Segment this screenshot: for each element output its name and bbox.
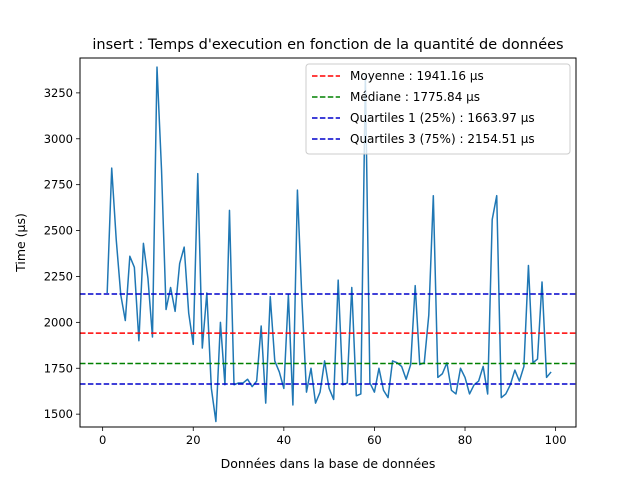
y-axis-label: Time (µs) — [13, 213, 28, 273]
x-axis-label: Données dans la base de données — [221, 456, 436, 471]
y-tick-label: 3250 — [44, 86, 73, 100]
x-tick-label: 20 — [186, 433, 201, 447]
y-tick-label: 3000 — [44, 132, 73, 146]
y-tick-label: 2500 — [44, 224, 73, 238]
y-tick-label: 2750 — [44, 178, 73, 192]
y-axis: 1500 1750 2000 2250 2500 2750 3000 3250 — [44, 86, 80, 421]
legend-box — [305, 63, 571, 155]
chart-title: insert : Temps d'execution en fonction d… — [92, 37, 563, 53]
x-tick-label: 80 — [458, 433, 473, 447]
axes-frame — [79, 57, 577, 428]
x-axis: 0 20 40 60 80 100 — [99, 427, 567, 447]
x-tick-label: 100 — [545, 433, 567, 447]
y-tick-label: 1750 — [44, 361, 73, 375]
y-tick-label: 1500 — [44, 407, 73, 421]
x-tick-label: 60 — [367, 433, 382, 447]
y-tick-label: 2250 — [44, 269, 73, 283]
legend-label-3: Quartiles 3 (75%) : 2154.51 µs — [350, 132, 535, 146]
legend-label-1: Médiane : 1775.84 µs — [350, 90, 480, 104]
x-tick-label: 0 — [99, 433, 106, 447]
y-tick-label: 2000 — [44, 315, 73, 329]
series-line-0 — [106, 66, 552, 423]
legend-label-2: Quartiles 1 (25%) : 1663.97 µs — [350, 111, 535, 125]
x-tick-label: 40 — [277, 433, 292, 447]
legend: Moyenne : 1941.16 µs Médiane : 1775.84 µs… — [305, 63, 571, 155]
legend-label-0: Moyenne : 1941.16 µs — [350, 69, 484, 83]
plot-area — [80, 66, 576, 423]
